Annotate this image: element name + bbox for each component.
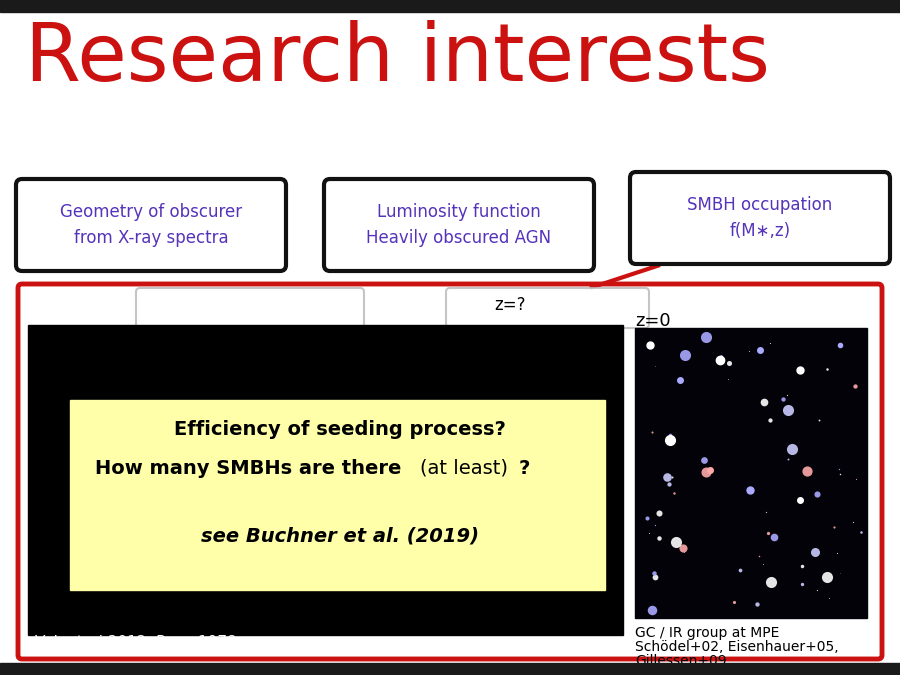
Text: ?: ? (519, 458, 530, 477)
Text: Volonteri 2012, Rees 1978: Volonteri 2012, Rees 1978 (35, 635, 237, 650)
Text: GC / IR group at MPE: GC / IR group at MPE (635, 626, 779, 640)
Text: Luminosity function
Heavily obscured AGN: Luminosity function Heavily obscured AGN (366, 202, 552, 247)
Bar (28, 325, 623, 635)
Text: Geometry of obscurer
from X-ray spectra: Geometry of obscurer from X-ray spectra (60, 202, 242, 247)
Text: How many SMBHs are there: How many SMBHs are there (95, 458, 408, 477)
Text: Gillessen+09: Gillessen+09 (635, 654, 726, 668)
Text: Research interests: Research interests (25, 20, 770, 98)
FancyBboxPatch shape (324, 179, 594, 271)
FancyBboxPatch shape (18, 284, 882, 659)
Bar (635, 328, 867, 618)
Text: z=0: z=0 (635, 312, 670, 330)
Text: (at least): (at least) (420, 458, 508, 477)
Text: Efficiency of seeding process?: Efficiency of seeding process? (174, 420, 506, 439)
Text: see Buchner et al. (2019): see Buchner et al. (2019) (201, 526, 479, 545)
Bar (0, 0, 900, 12)
Text: z=?: z=? (494, 296, 526, 314)
FancyBboxPatch shape (16, 179, 286, 271)
Bar (0, 663, 900, 675)
Text: SMBH occupation
f(M∗,z): SMBH occupation f(M∗,z) (688, 196, 832, 240)
FancyBboxPatch shape (136, 288, 364, 328)
Bar (70, 400, 605, 590)
FancyBboxPatch shape (630, 172, 890, 264)
FancyBboxPatch shape (446, 288, 649, 328)
Text: Schödel+02, Eisenhauer+05,: Schödel+02, Eisenhauer+05, (635, 640, 839, 654)
